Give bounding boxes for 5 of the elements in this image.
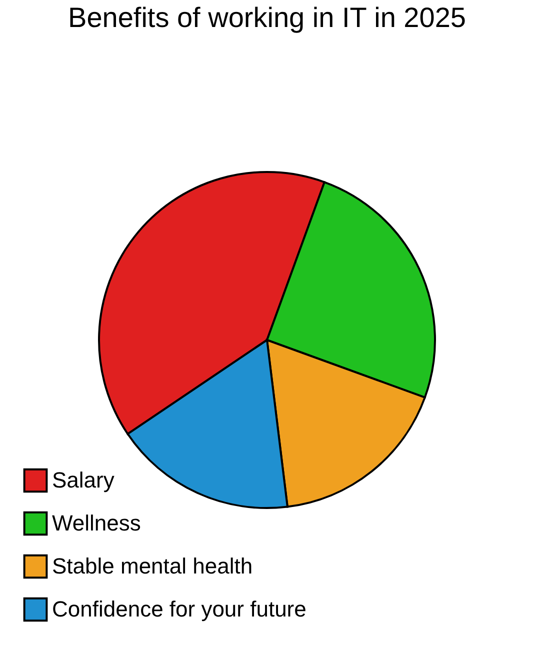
- legend-label: Wellness: [52, 510, 141, 536]
- legend-label: Stable mental health: [52, 554, 253, 578]
- legend-label: Salary: [52, 468, 114, 492]
- chart-title: Benefits of working in IT in 2025: [68, 2, 466, 33]
- legend-label: Confidence for your future: [52, 596, 306, 622]
